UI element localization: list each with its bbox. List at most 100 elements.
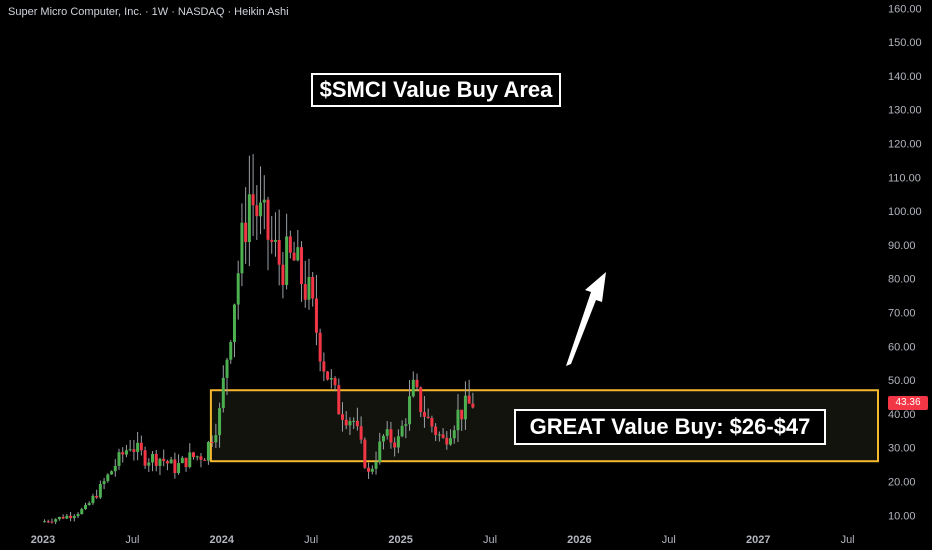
x-tick-label: Jul (483, 534, 497, 546)
candle-body (57, 516, 61, 520)
candle-body (281, 264, 285, 285)
candle-body (318, 332, 322, 362)
y-tick-label: 60.00 (888, 341, 916, 353)
candle-body (277, 240, 281, 265)
candle-body (225, 359, 229, 378)
candle-body (326, 371, 330, 380)
candle-body (240, 222, 244, 274)
up-arrow-icon (566, 272, 606, 366)
x-tick-label: 2024 (210, 534, 235, 546)
y-tick-label: 10.00 (888, 510, 916, 522)
candle-body (188, 452, 192, 468)
candle-body (139, 442, 143, 451)
candle-body (54, 519, 58, 522)
x-tick-label: 2023 (31, 534, 55, 546)
candle-body (203, 459, 207, 461)
candle-body (408, 396, 412, 425)
candle-body (266, 199, 270, 240)
candle-body (87, 503, 91, 505)
candle-body (184, 457, 188, 468)
candle-body (218, 408, 222, 436)
candle-body (367, 467, 371, 472)
candle-body (456, 409, 460, 431)
candle-body (296, 247, 300, 261)
candle-body (106, 474, 110, 482)
candle-body (355, 420, 359, 427)
candle-body (255, 205, 259, 217)
y-tick-label: 70.00 (888, 308, 916, 320)
candle-body (374, 461, 378, 469)
y-tick-label: 100.00 (888, 206, 922, 218)
candle-body (307, 276, 311, 300)
candle-body (463, 395, 467, 420)
candle-body (128, 449, 132, 451)
y-tick-label: 110.00 (888, 172, 921, 184)
candle-body (221, 377, 225, 409)
candle-body (210, 441, 214, 443)
candle-body (270, 239, 274, 242)
candle-body (359, 426, 363, 440)
y-tick-label: 160.00 (888, 3, 922, 15)
candle-body (341, 414, 344, 420)
y-tick-label: 90.00 (888, 240, 916, 252)
time-axis[interactable]: 2023 Jul 2024 Jul 2025 Jul 2026 Jul 2027 Jul (31, 534, 855, 546)
candle-body (303, 284, 307, 300)
candle-body (244, 222, 248, 243)
y-tick-label: 50.00 (888, 375, 916, 387)
candle-body (162, 458, 166, 462)
candle-body (344, 419, 348, 426)
y-tick-label: 140.00 (888, 71, 922, 83)
candle-body (337, 385, 341, 415)
candle-body (91, 495, 95, 504)
candle-body (300, 247, 304, 285)
candle-body (449, 438, 453, 445)
y-tick-label: 20.00 (888, 477, 916, 489)
candle-body (121, 452, 125, 455)
zone-label-annotation: GREAT Value Buy: $26-$47 (514, 409, 826, 445)
candle-body (232, 304, 236, 342)
candle-body (370, 468, 374, 472)
candle-body (169, 459, 173, 464)
candle-body (393, 442, 397, 448)
candle-body (396, 436, 400, 448)
candle-body (69, 515, 73, 519)
candle-body (132, 449, 136, 452)
x-tick-label: 2026 (567, 534, 591, 546)
candle-body (143, 450, 147, 466)
candle-body (110, 471, 114, 475)
candle-body (471, 403, 475, 408)
candle-body (378, 441, 382, 462)
candle-body (165, 461, 169, 464)
x-tick-label: Jul (841, 534, 855, 546)
candle-body (247, 194, 251, 243)
x-tick-label: 2025 (388, 534, 412, 546)
candle-body (311, 276, 315, 299)
candle-body (452, 430, 456, 439)
x-tick-label: Jul (304, 534, 318, 546)
candle-body (236, 273, 240, 305)
candle-body (199, 456, 203, 460)
candle-body (65, 515, 69, 519)
candle-body (411, 379, 415, 397)
candle-body (262, 199, 266, 203)
candle-body (151, 453, 155, 463)
candle-body (195, 456, 199, 458)
candle-body (95, 495, 99, 498)
y-tick-label: 130.00 (888, 105, 922, 117)
candle-body (98, 484, 102, 498)
candle-body (46, 521, 50, 523)
candle-body (50, 521, 54, 523)
candle-body (322, 361, 326, 372)
candle-body (229, 341, 233, 360)
candle-body (43, 521, 46, 523)
candle-body (173, 459, 177, 474)
candle-body (348, 420, 352, 426)
candle-body (177, 463, 181, 474)
candle-body (422, 412, 426, 417)
y-tick-label: 30.00 (888, 443, 916, 455)
price-axis[interactable]: 160.00 150.00 140.00 130.00 120.00 110.00 100.… (888, 3, 922, 522)
candle-body (434, 426, 438, 435)
candle-body (404, 424, 408, 426)
candle-body (426, 416, 430, 419)
candlestick-series (43, 154, 475, 525)
